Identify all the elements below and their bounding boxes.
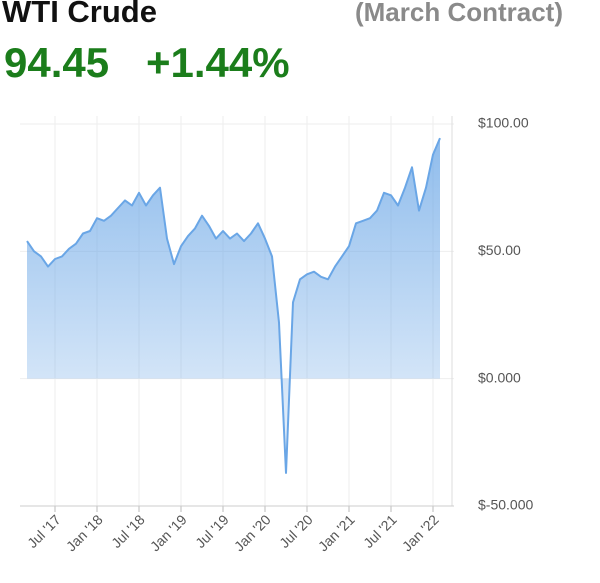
price-line: [26, 137, 441, 474]
change: +1.44%: [146, 39, 290, 86]
y-tick-label: $50.00: [478, 242, 521, 258]
y-tick-label: $0.000: [478, 369, 521, 385]
y-tick-label: $100.00: [478, 115, 529, 131]
x-tick-label: Jan '22: [399, 511, 442, 554]
x-tick-label: Jul '19: [192, 511, 232, 551]
x-tick-label: Jul '21: [360, 511, 400, 551]
x-tick-label: Jul '18: [108, 511, 148, 551]
area-fill: [27, 138, 440, 473]
x-tick-label: Jul '20: [276, 511, 316, 551]
subtitle: (March Contract): [355, 0, 563, 27]
price: 94.45: [4, 39, 109, 86]
x-tick-label: Jan '20: [231, 511, 274, 554]
y-tick-label: $-50.000: [478, 497, 533, 513]
x-tick-label: Jan '18: [63, 511, 106, 554]
x-tick-label: Jan '21: [315, 511, 358, 554]
x-tick-label: Jul '17: [24, 511, 64, 551]
title: WTI Crude: [2, 0, 157, 29]
x-tick-label: Jan '19: [147, 511, 190, 554]
